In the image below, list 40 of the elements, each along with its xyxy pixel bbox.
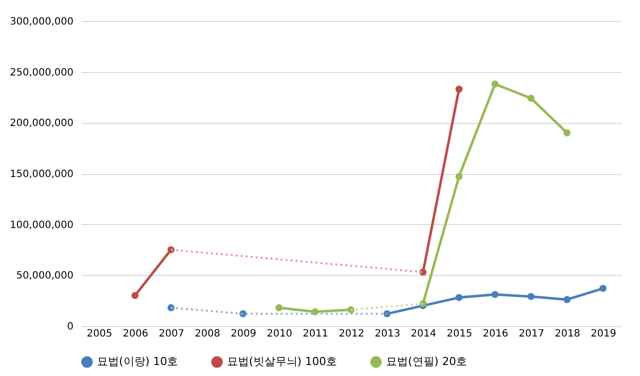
- x-tick-label: 2017: [518, 328, 544, 340]
- point: [455, 86, 463, 93]
- point: [491, 290, 499, 298]
- x-tick-label: 2011: [302, 328, 328, 340]
- x-tick-label: 2013: [374, 328, 400, 340]
- point: [383, 310, 391, 318]
- x-tick-label: 2012: [338, 328, 364, 340]
- x-tick-label: 2014: [410, 328, 436, 340]
- legend-label: 묘법(빗살무늬) 100호: [227, 355, 338, 368]
- x-tick-label: 2010: [266, 328, 292, 340]
- point: [563, 129, 571, 136]
- x-tick-label: 2005: [86, 328, 112, 340]
- point: [599, 284, 607, 292]
- point: [455, 294, 463, 302]
- legend-label: 묘법(이랑) 10호: [97, 355, 178, 368]
- x-tick-label: 2006: [122, 328, 148, 340]
- point: [311, 308, 319, 316]
- y-tick-label: 200,000,000: [10, 118, 74, 130]
- x-tick-label: 2015: [446, 328, 472, 340]
- point: [491, 80, 499, 88]
- x-tick-label: 2009: [230, 328, 256, 340]
- y-tick-label: 300,000,000: [10, 16, 74, 28]
- x-tick-label: 2016: [482, 328, 508, 340]
- y-tick-label: 100,000,000: [10, 220, 74, 231]
- y-tick-label: 0: [67, 322, 74, 332]
- x-tick-label: 2007: [158, 328, 184, 340]
- x-tick-label: 2008: [194, 328, 220, 340]
- legend-label: 묘법(연필) 20호: [386, 355, 468, 368]
- point: [527, 292, 535, 300]
- point: [527, 94, 535, 102]
- point: [563, 296, 571, 304]
- point: [131, 292, 139, 300]
- point: [275, 304, 283, 312]
- y-tick-label: 250,000,000: [10, 67, 74, 78]
- x-tick-label: 2018: [554, 328, 580, 340]
- y-tick-label: 50,000,000: [16, 270, 74, 282]
- point: [455, 173, 463, 180]
- point: [419, 268, 427, 276]
- y-tick-label: 150,000,000: [10, 169, 74, 180]
- x-tick-label: 2019: [590, 328, 616, 340]
